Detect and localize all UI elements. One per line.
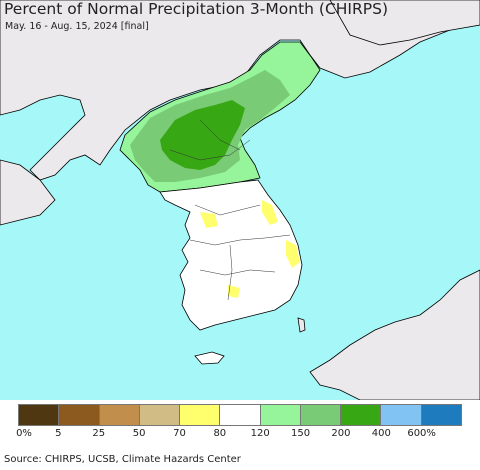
japan-landmass: [309, 269, 480, 400]
jeju-island: [194, 351, 225, 365]
legend-swatch: [341, 405, 382, 425]
precip-70-80-zone-east-coast: [286, 240, 300, 268]
legend-tick-label: 200: [331, 428, 351, 439]
legend-swatch: [300, 405, 342, 425]
precip-70-80-zone-east: [262, 200, 278, 225]
legend-tick-label: 400: [371, 428, 391, 439]
precipitation-map: [0, 0, 480, 400]
legend-tick-label: 50: [132, 428, 146, 439]
legend-tick-labels: 0% 5 25 50 70 80 120 150 200 400 600%: [0, 428, 480, 442]
precip-200-400-zone: [160, 100, 245, 170]
legend-swatch: [381, 405, 422, 425]
precip-70-80-zone-west: [200, 212, 218, 228]
legend-tick-label: 70: [173, 428, 186, 439]
precip-70-80-zone-south: [228, 285, 240, 298]
legend-tick-label: 0%: [16, 428, 32, 439]
legend-colorbar: [18, 404, 462, 426]
map-title: Percent of Normal Precipitation 3-Month …: [4, 0, 388, 18]
russia-landmass: [329, 0, 480, 46]
legend-swatch: [19, 405, 60, 425]
legend-tick-label: 5: [55, 428, 62, 439]
legend-swatch: [59, 405, 100, 425]
legend-swatch: [180, 405, 221, 425]
shandong-peninsula: [0, 159, 56, 226]
legend-tick-label: 600%: [407, 428, 436, 439]
legend-tick-label: 25: [92, 428, 106, 439]
source-credit: Source: CHIRPS, UCSB, Climate Hazards Ce…: [4, 454, 241, 465]
map-subtitle: May. 16 - Aug. 15, 2024 [final]: [5, 21, 149, 32]
tsushima-island: [297, 317, 306, 333]
legend-swatch: [260, 405, 301, 425]
legend-tick-label: 80: [213, 428, 227, 439]
legend-tick-label: 150: [290, 428, 311, 439]
province-borders: [169, 119, 291, 301]
legend-swatch: [421, 405, 461, 425]
legend-tick-label: 120: [250, 428, 270, 439]
legend-swatch: [139, 405, 181, 425]
legend-swatch: [220, 405, 261, 425]
china-landmass: [0, 0, 480, 181]
legend-swatch: [99, 405, 140, 425]
